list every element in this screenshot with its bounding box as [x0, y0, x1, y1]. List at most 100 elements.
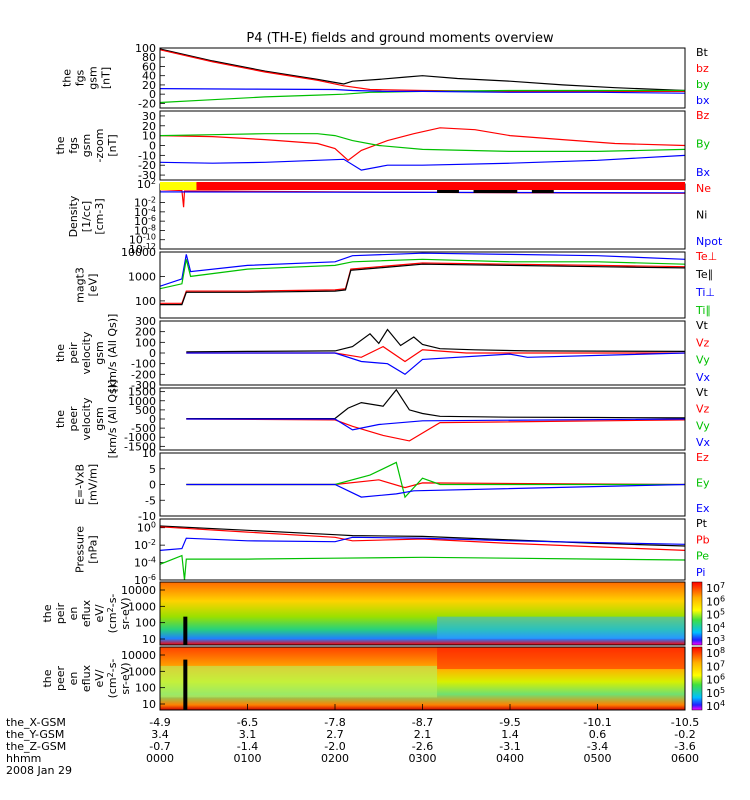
x-tick-label: 2.1 [414, 728, 432, 741]
y-tick-label: 1500 [128, 386, 156, 399]
x-tick-label: 0.6 [589, 728, 607, 741]
y-tick-label: -100 [131, 358, 156, 371]
y-tick-label: 20 [142, 79, 156, 92]
legend-entry: Pi [696, 566, 705, 579]
series-by [160, 133, 685, 152]
data-gap-mark [183, 616, 188, 645]
colorbar-label: 104 [706, 621, 725, 635]
y-tick-label: -500 [131, 422, 156, 435]
series-vt [186, 328, 685, 353]
y-axis-label: [1/cc] [80, 201, 93, 232]
y-tick-label: 10-6 [134, 573, 156, 587]
y-axis-label: the [54, 410, 67, 428]
y-tick-label: 10-12 [129, 242, 156, 256]
legend-entry: Vz [696, 336, 710, 349]
y-axis-label: [cm-3] [93, 198, 106, 234]
colorbar-label: 105 [706, 608, 725, 622]
y-axis-label: [km/s (All Qs)] [106, 314, 119, 393]
legend-entry: Bx [696, 166, 711, 179]
colorbar-label: 104 [706, 699, 725, 713]
y-tick-label: 10 [142, 698, 156, 711]
y-axis-label: eflux [80, 664, 93, 692]
series-pb [160, 526, 685, 551]
status-mark [473, 190, 518, 193]
colorbar-label: 107 [706, 659, 725, 673]
y-axis-label: gsm [93, 407, 106, 430]
legend-entry: Ez [696, 451, 709, 464]
legend-entry: Vt [696, 386, 709, 399]
y-tick-label: 10 [142, 447, 156, 460]
status-mark [531, 190, 554, 193]
status-mark [437, 190, 459, 193]
series-ti [160, 252, 685, 287]
x-tick-label: -6.5 [237, 716, 258, 729]
y-tick-label: 100 [135, 295, 156, 308]
y-axis-label: fgs [74, 69, 87, 86]
y-tick-label: -30 [138, 169, 156, 182]
x-tick-label: 0600 [671, 752, 699, 765]
y-axis-label: peer [54, 666, 67, 692]
series-vt [186, 388, 685, 420]
colorbar-peer_eflux [691, 646, 703, 711]
series-vz [186, 345, 685, 363]
y-tick-label: 10-4 [134, 556, 156, 570]
legend-entry: Pe [696, 550, 709, 563]
heatmap-band [437, 647, 685, 670]
series-pi [160, 536, 685, 551]
y-axis-label: velocity [80, 331, 93, 374]
legend-entry: Vy [696, 354, 710, 367]
series-bx [160, 154, 685, 171]
x-tick-label: -0.7 [149, 740, 170, 753]
x-tick-label: -4.9 [149, 716, 170, 729]
y-tick-label: 10-2 [134, 538, 156, 552]
x-tick-label: 3.4 [151, 728, 169, 741]
legend-entry: Vx [696, 436, 711, 449]
x-tick-label: -2.0 [324, 740, 345, 753]
y-tick-label: 10-10 [129, 233, 156, 247]
legend-entry: Npot [696, 235, 723, 248]
series-te [160, 263, 685, 306]
colorbar-label: 103 [706, 634, 725, 648]
series-bz [160, 127, 685, 162]
y-tick-label: 10000 [121, 584, 156, 597]
legend-entry: Ti∥ [695, 304, 711, 317]
x-tick-label: 2.7 [326, 728, 344, 741]
y-tick-label: 0 [149, 413, 156, 426]
panel-frame [159, 518, 686, 581]
x-row-label: the_Z-GSM [6, 740, 66, 753]
y-tick-label: 0 [149, 479, 156, 492]
heatmap-band [437, 616, 685, 639]
y-axis-label: en [67, 672, 80, 686]
legend-entry: Pt [696, 517, 708, 530]
y-tick-label: 0 [149, 88, 156, 101]
y-axis-label: eflux [80, 599, 93, 627]
panel-pressure: 100 10-2 10-4 10-6 Pressure [nPa] Pt Pb Pe Pi [74, 517, 710, 587]
y-axis-label: eV/ [93, 669, 106, 687]
y-tick-label: 100 [135, 682, 156, 695]
colorbar-label: 105 [706, 686, 725, 700]
y-tick-label: 100 [135, 42, 156, 55]
figure-title: P4 (TH-E) fields and ground moments over… [246, 31, 554, 46]
panel-frame [159, 452, 686, 517]
legend-entry: Te⊥ [695, 250, 717, 263]
panel-frame [159, 387, 686, 451]
y-axis-label: [nT] [100, 67, 113, 89]
x-tick-label: 1.4 [501, 728, 519, 741]
y-tick-label: 5 [149, 463, 156, 476]
y-axis-label: gsm [80, 134, 93, 157]
y-axis-label: the [41, 669, 54, 687]
y-tick-label: -200 [131, 368, 156, 381]
series-ti [160, 258, 685, 290]
x-row-label: the_X-GSM [6, 716, 66, 729]
y-axis-label: magt3 [74, 267, 87, 303]
legend-entry: by [696, 78, 710, 91]
y-tick-label: 10-6 [134, 214, 156, 228]
x-tick-label: 0300 [409, 752, 437, 765]
x-tick-label: -9.5 [499, 716, 520, 729]
y-tick-label: 10 [142, 633, 156, 646]
heatmap-band [160, 665, 438, 698]
y-tick-label: -5 [145, 494, 156, 507]
